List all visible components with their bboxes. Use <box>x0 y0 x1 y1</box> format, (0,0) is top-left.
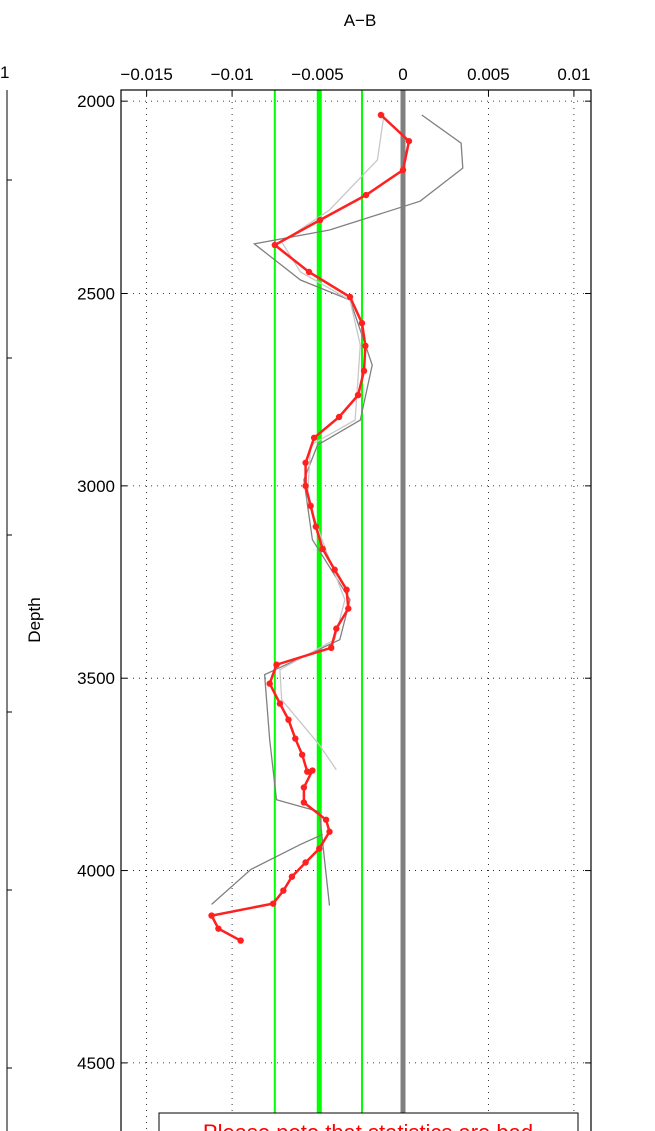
y-axis-label: Depth <box>25 597 44 642</box>
data-point <box>326 828 333 835</box>
data-point <box>305 268 313 276</box>
data-point <box>354 391 362 399</box>
data-point <box>333 625 340 632</box>
data-point <box>377 111 385 119</box>
x-tick-label: 0 <box>398 65 407 84</box>
x-tick-label: −0.015 <box>120 65 172 84</box>
data-point <box>280 887 287 894</box>
data-point <box>269 900 277 907</box>
data-point <box>307 502 314 510</box>
data-point <box>360 367 368 375</box>
data-point <box>316 845 323 852</box>
data-point <box>309 767 316 774</box>
y-tick-label: 3000 <box>77 477 115 496</box>
data-point <box>302 482 309 490</box>
y-tick-label: 2000 <box>77 92 115 111</box>
chart-title: A−B <box>344 11 377 30</box>
data-point <box>302 859 309 866</box>
data-point <box>237 937 244 944</box>
series-line <box>211 114 464 906</box>
data-point <box>285 716 292 723</box>
data-point <box>343 586 350 593</box>
data-point <box>208 912 215 919</box>
data-point <box>310 434 318 441</box>
data-point <box>276 700 284 707</box>
x-tick-label: −0.01 <box>211 65 254 84</box>
x-tick-label: −0.005 <box>291 65 343 84</box>
data-point <box>300 784 308 791</box>
data-point <box>362 191 370 199</box>
data-point <box>292 735 299 742</box>
data-point <box>304 768 311 775</box>
data-point <box>300 799 308 806</box>
data-point <box>331 566 338 573</box>
data-point <box>362 342 369 350</box>
data-point <box>346 293 354 301</box>
data-point <box>322 816 330 823</box>
data-point <box>328 644 335 652</box>
x-tick-label: 0.005 <box>467 65 510 84</box>
data-point <box>266 680 273 687</box>
data-point <box>399 166 407 174</box>
data-point <box>319 545 326 553</box>
y-tick-label: 3500 <box>77 669 115 688</box>
series-line <box>209 114 411 942</box>
y-tick-label: 4500 <box>77 1054 115 1073</box>
data-point <box>271 241 279 249</box>
left-panel-ticks <box>7 179 12 1069</box>
note-text: Please note that statistics are bad <box>203 1120 533 1131</box>
data-point <box>345 605 352 612</box>
data-point <box>358 319 366 327</box>
data-point <box>215 925 222 932</box>
data-point <box>273 661 280 668</box>
y-tick-label: 2500 <box>77 285 115 304</box>
y-tick-label: 4000 <box>77 862 115 881</box>
data-point <box>288 873 296 880</box>
left-panel-label: 1 <box>0 63 9 82</box>
note-box <box>158 1112 579 1131</box>
plot-background <box>121 90 591 1131</box>
data-point <box>312 523 320 530</box>
data-point <box>302 459 309 466</box>
plot-frame <box>120 89 592 1131</box>
data-point <box>405 137 413 145</box>
data-point <box>335 413 343 421</box>
x-tick-label: 0.01 <box>557 65 590 84</box>
data-point <box>298 751 306 758</box>
data-point <box>316 216 324 224</box>
